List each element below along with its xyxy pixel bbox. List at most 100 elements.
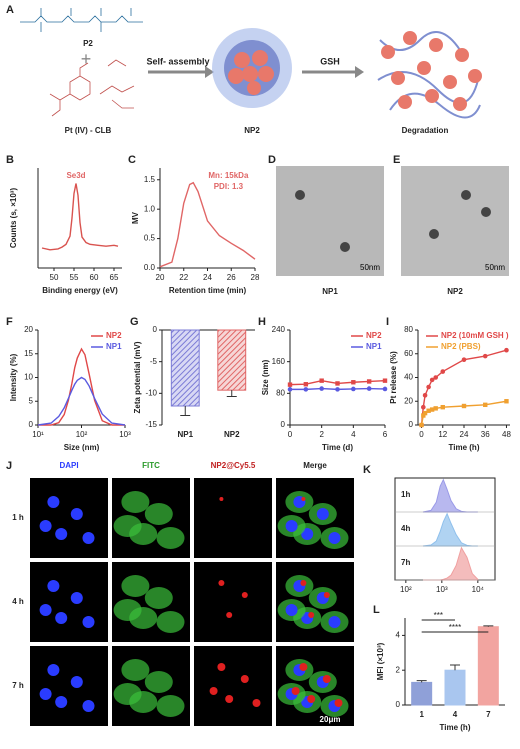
panel-label: I: [386, 316, 389, 328]
x-tick-label: 0: [419, 430, 424, 439]
y-tick-label: 80: [276, 388, 285, 397]
bar: [444, 669, 466, 706]
signal: [225, 695, 234, 703]
plus: +: [81, 49, 92, 69]
x-tick-label: 6: [383, 430, 388, 439]
y-tick-label: 0: [281, 420, 286, 429]
p2-structure: [20, 8, 143, 32]
marker: [440, 369, 446, 374]
cell: [156, 611, 185, 633]
scale-bar-label: 50nm: [360, 263, 380, 272]
cell: [121, 575, 150, 597]
annotation: Mn: 15kDa: [208, 171, 249, 180]
marker: [287, 387, 293, 392]
x-tick-label: 12: [438, 430, 447, 439]
legend-label: NP2 (10mM GSH ): [441, 331, 509, 340]
column-header: DAPI: [59, 461, 78, 470]
y-axis-label: Counts (s, ×10³): [9, 188, 18, 249]
y-tick-label: 0.5: [144, 234, 156, 243]
nucleus: [55, 612, 68, 624]
marker: [504, 347, 509, 353]
x-tick-label: 65: [110, 273, 119, 282]
x-tick-label: 10¹: [32, 430, 44, 439]
signal: [241, 592, 248, 598]
y-tick-label: -15: [145, 420, 157, 429]
x-tick-label: 10³: [436, 585, 448, 594]
x-tick-label: 22: [179, 273, 188, 282]
panel-label: J: [6, 460, 12, 472]
x-tick-label: 1: [419, 710, 424, 719]
nucleus: [70, 676, 83, 688]
nucleus: [70, 508, 83, 520]
cell: [144, 503, 173, 525]
ridge-label: 7h: [401, 558, 410, 567]
marker: [440, 404, 445, 410]
ridge-label: 4h: [401, 524, 410, 533]
histogram-area: [423, 546, 479, 581]
step-label: GSH: [320, 56, 340, 66]
legend-label: NP1: [106, 342, 122, 351]
ridge-label: 1h: [401, 490, 410, 499]
x-tick-label: 55: [70, 273, 79, 282]
error-bar: [483, 625, 494, 627]
nucleus: [82, 616, 95, 628]
nucleus: [39, 688, 52, 700]
y-axis-label: Zeta potential (mV): [133, 341, 142, 413]
y-axis-label: Intensity (%): [9, 353, 18, 401]
x-tick-label: 0: [288, 430, 293, 439]
error-bar: [416, 680, 427, 683]
series-line: [159, 181, 256, 268]
marker: [429, 407, 435, 412]
marker: [366, 386, 372, 391]
histogram-area: [422, 478, 478, 513]
marker: [422, 410, 428, 416]
bar: [170, 329, 200, 407]
arrow: [148, 66, 214, 78]
signal: [322, 675, 331, 683]
image-caption: NP1: [322, 287, 338, 296]
x-axis-label: Time (d): [322, 443, 353, 452]
nucleus: [82, 700, 95, 712]
legend-label: NP2 (PBS): [441, 342, 481, 351]
y-tick-label: 0: [396, 700, 401, 709]
x-tick-label: 26: [227, 273, 236, 282]
marker: [319, 378, 324, 383]
signal: [308, 612, 315, 618]
signal: [334, 699, 343, 707]
x-axis-label: Time (h): [449, 443, 480, 452]
cell: [121, 659, 150, 681]
marker: [319, 386, 324, 391]
signal: [219, 497, 224, 501]
signal: [217, 663, 226, 671]
nucleus: [47, 664, 60, 676]
x-tick-label: 60: [90, 273, 99, 282]
pt-clb-structure: [49, 59, 135, 117]
cell: [156, 527, 185, 549]
marker: [426, 408, 431, 413]
marker: [429, 377, 435, 383]
column-header: NP2@Cy5.5: [211, 461, 256, 470]
y-tick-label: 0: [29, 420, 34, 429]
cell: [113, 599, 142, 621]
y-tick-label: 0: [153, 325, 158, 334]
nucleus: [39, 520, 52, 532]
cell: [121, 491, 150, 513]
y-axis-label: Size (nm): [261, 359, 270, 395]
nucleus: [328, 532, 341, 544]
panel-label: D: [268, 154, 276, 166]
signal: [240, 675, 249, 683]
marker: [335, 387, 340, 392]
signal: [307, 695, 316, 703]
histogram-area: [422, 512, 478, 547]
x-tick-label: 4: [453, 710, 458, 719]
x-tick-label: 2: [319, 430, 324, 439]
y-axis-label: MFI (×10³): [376, 642, 385, 680]
y-tick-label: 0.0: [144, 263, 156, 272]
marker: [426, 384, 431, 390]
x-tick-label: NP1: [177, 430, 193, 439]
nucleus: [47, 580, 60, 592]
y-tick-label: 2: [396, 665, 401, 674]
nucleus: [328, 616, 341, 628]
panel-label: F: [6, 316, 13, 328]
signal: [301, 497, 306, 501]
